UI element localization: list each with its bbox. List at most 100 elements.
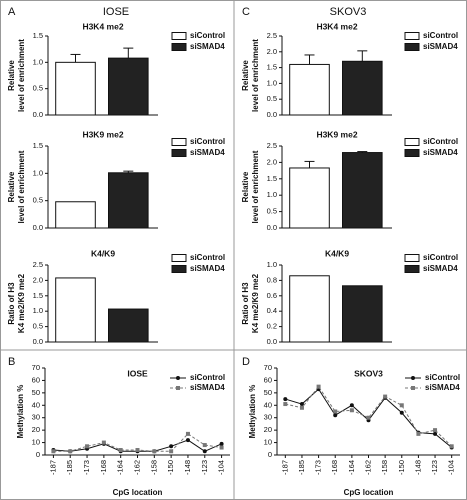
legend-label: siSMAD4 (190, 148, 225, 157)
y-tick-label: 0.4 (267, 306, 277, 315)
x-tick-label: -158 (149, 460, 158, 475)
legend-swatch (171, 138, 187, 146)
point (152, 449, 157, 454)
y-tick-label: 2.5 (33, 260, 43, 269)
x-tick-label: -148 (413, 460, 422, 475)
bar (289, 167, 330, 229)
legend-swatch (171, 149, 187, 157)
legend-label: siControl (423, 137, 458, 146)
legend-label: siSMAD4 (190, 264, 225, 273)
point (433, 431, 438, 436)
y-tick-label: 70 (32, 363, 40, 372)
legend-swatch (171, 43, 187, 51)
y-tick-label: 0.0 (267, 337, 277, 346)
legend-label: siSMAD4 (423, 42, 458, 51)
y-tick-label: 1.0 (33, 306, 43, 315)
point (169, 449, 174, 454)
y-tick-label: 2.0 (267, 157, 277, 166)
y-axis-label: Ratio of H3 (7, 282, 16, 325)
x-axis-label: CpG location (344, 488, 394, 497)
x-tick-label: -168 (330, 460, 339, 475)
legend-swatch (404, 149, 420, 157)
y-tick-label: 0.0 (267, 110, 277, 119)
y-tick-label: 0.0 (33, 223, 43, 232)
chart-title: K4/K9 (325, 248, 349, 258)
x-tick-label: -187 (280, 460, 289, 475)
point (135, 448, 140, 453)
y-tick-label: 0.0 (33, 110, 43, 119)
point (349, 408, 354, 413)
y-axis-label: Ratio of H3 (241, 282, 250, 325)
bar (55, 61, 96, 116)
legend-label: siControl (190, 253, 225, 262)
y-tick-label: 1.0 (33, 57, 43, 66)
y-tick-label: 50 (32, 388, 40, 397)
y-tick-label: 1.0 (267, 78, 277, 87)
point (169, 444, 174, 449)
point (399, 403, 404, 408)
point (283, 397, 288, 402)
legend-label: siControl (425, 373, 460, 382)
y-tick-label: 0.8 (267, 275, 277, 284)
legend-swatch (404, 265, 420, 273)
chart-title: K4/K9 (91, 248, 115, 258)
point (449, 444, 454, 449)
bar (108, 308, 149, 343)
point (366, 415, 371, 420)
legend-marker (176, 376, 180, 380)
point (349, 403, 354, 408)
point (433, 428, 438, 433)
y-axis-label: Methylation % (16, 385, 25, 439)
legend-marker (176, 386, 180, 390)
x-tick-label: -168 (99, 460, 108, 475)
legend-swatch (171, 265, 187, 273)
x-tick-label: -164 (347, 460, 356, 475)
x-tick-label: -173 (314, 460, 323, 475)
point (85, 444, 90, 449)
y-tick-label: 30 (264, 413, 272, 422)
y-axis-label: Relative (241, 171, 250, 202)
legend-label: siSMAD4 (190, 383, 225, 392)
y-axis-label: level of enrichment (251, 150, 260, 223)
chart-title: H3K9 me2 (82, 129, 123, 139)
point (219, 445, 224, 450)
chart-title: SKOV3 (354, 368, 383, 378)
legend-swatch (404, 43, 420, 51)
y-tick-label: 0 (36, 450, 40, 459)
x-tick-label: -164 (116, 460, 125, 475)
y-tick-label: 1.5 (267, 63, 277, 72)
y-axis-label: K4 me2/K9 me2 (251, 273, 260, 333)
x-tick-label: -185 (297, 460, 306, 475)
point (185, 431, 190, 436)
point (185, 438, 190, 443)
y-tick-label: 0.5 (267, 94, 277, 103)
point (101, 440, 106, 445)
x-tick-label: -150 (166, 460, 175, 475)
y-tick-label: 40 (32, 400, 40, 409)
point (333, 409, 338, 414)
legend-swatch (171, 254, 187, 262)
y-axis-label: Methylation % (248, 385, 257, 439)
y-tick-label: 10 (264, 438, 272, 447)
y-tick-label: 50 (264, 388, 272, 397)
x-tick-label: -123 (200, 460, 209, 475)
y-tick-label: 60 (32, 375, 40, 384)
chart-title: H3K4 me2 (316, 21, 357, 31)
legend-swatch (404, 254, 420, 262)
point (299, 405, 304, 410)
point (202, 443, 207, 448)
y-tick-label: 1.5 (267, 174, 277, 183)
point (283, 402, 288, 407)
y-tick-label: 1.5 (33, 31, 43, 40)
legend-label: siSMAD4 (425, 383, 460, 392)
chart-title: H3K9 me2 (316, 129, 357, 139)
bar (108, 172, 149, 229)
legend-marker (411, 386, 415, 390)
chart-title: IOSE (127, 368, 148, 378)
bar (289, 63, 330, 116)
x-tick-label: -123 (430, 460, 439, 475)
point (202, 449, 207, 454)
panel-letter: B (8, 356, 15, 368)
y-tick-label: 0.5 (267, 207, 277, 216)
